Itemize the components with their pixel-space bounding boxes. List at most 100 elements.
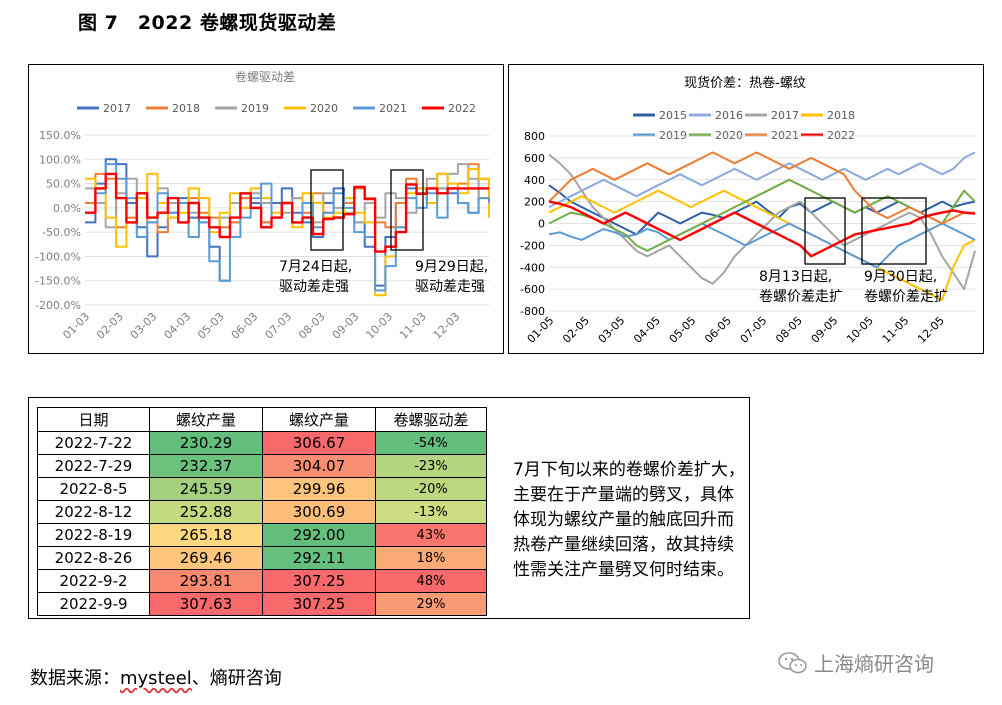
y-tick-label: 150.0% [39, 129, 81, 142]
x-tick-label: 07-03 [262, 310, 294, 342]
right-chart-panel: 现货价差：热卷-螺纹 2015 2016 2017 2018 2019 2020 2021 20… [508, 64, 984, 354]
x-tick-label: 11-03 [397, 310, 429, 342]
cell-date: 2022-8-12 [37, 500, 150, 524]
y-tick-label: 50.0% [46, 178, 81, 191]
cell-date: 2022-7-22 [37, 431, 150, 455]
cell-v2: 300.69 [262, 500, 376, 524]
series-line-2020 [548, 178, 976, 252]
production-table: 日期 螺纹产量 螺纹产量 卷螺驱动差 2022-7-22 230.29 306.67… [37, 407, 487, 616]
y-tick-label: -400 [520, 261, 545, 274]
x-tick-label: 06-05 [702, 314, 734, 346]
series-line-2019 [85, 163, 490, 229]
annotation-sep29-l1: 9月29日起, [415, 259, 488, 275]
legend-label: 2017 [771, 109, 799, 122]
legend-label: 2018 [827, 109, 855, 122]
highlight-box-jul24 [310, 169, 344, 251]
annotation-aug13-l2: 卷螺价差走扩 [759, 289, 843, 305]
y-tick-label: 800 [524, 130, 545, 143]
annotation-sep29-l2: 驱动差走强 [415, 279, 485, 295]
cell-v1: 307.63 [149, 592, 263, 616]
legend-label: 2020 [715, 129, 743, 142]
series-line-2022 [548, 200, 976, 258]
cell-v1: 265.18 [149, 523, 263, 547]
table-panel: 日期 螺纹产量 螺纹产量 卷螺驱动差 2022-7-22 230.29 306.67… [28, 397, 750, 619]
table-row: 2022-8-5 245.59 299.96 -20% [37, 477, 487, 501]
legend-label: 2017 [103, 102, 131, 115]
wechat-icon [778, 651, 807, 673]
wechat-watermark: 上海熵研咨询 [778, 648, 934, 677]
x-tick-label: 12-05 [915, 314, 947, 346]
cell-v3: 29% [375, 592, 487, 616]
chart-title: 现货价差：热卷-螺纹 [684, 75, 806, 91]
x-tick-label: 06-03 [229, 310, 261, 342]
table-row: 2022-8-12 252.88 300.69 -13% [37, 500, 487, 524]
figure-title: 图 7 2022 卷螺现货驱动差 [78, 12, 337, 34]
x-tick-label: 09-03 [330, 310, 362, 342]
cell-v1: 245.59 [149, 477, 263, 501]
x-tick-label: 07-05 [738, 314, 770, 346]
legend-label: 2021 [379, 102, 407, 115]
cell-date: 2022-7-29 [37, 454, 150, 478]
x-tick-label: 09-05 [809, 314, 841, 346]
series-line-2018 [548, 189, 976, 302]
x-tick-label: 10-03 [363, 310, 395, 342]
source-prefix: 数据来源： [30, 668, 120, 689]
cell-v1: 293.81 [149, 569, 263, 593]
cell-v3: -23% [375, 454, 487, 478]
header-rebar-output: 螺纹产量 [149, 407, 263, 432]
header-date: 日期 [37, 407, 150, 432]
cell-v1: 230.29 [149, 431, 263, 455]
y-tick-label: 200 [524, 196, 545, 209]
x-tick-label: 01-05 [525, 314, 557, 346]
right-chart: 现货价差：热卷-螺纹 2015 2016 2017 2018 2019 2020 2021 20… [520, 75, 976, 346]
table-row: 2022-8-19 265.18 292.00 43% [37, 523, 487, 547]
chart-title: 卷螺驱动差 [235, 69, 295, 84]
series-line-2021 [548, 151, 975, 225]
cell-date: 2022-9-9 [37, 592, 150, 616]
table-row: 2022-9-9 307.63 307.25 29% [37, 592, 487, 616]
highlight-box-sep29 [390, 169, 424, 251]
legend-label: 2018 [172, 102, 200, 115]
header-rebar-output-2: 螺纹产量 [262, 407, 376, 432]
legend-label: 2022 [448, 102, 476, 115]
cell-v2: 306.67 [262, 431, 376, 455]
left-chart-panel: 卷螺驱动差 2017 2018 2019 2020 2021 2022 150.0% 100.0… [28, 64, 504, 354]
y-tick-label: -50.0% [42, 226, 81, 239]
x-tick-label: 01-03 [60, 310, 92, 342]
header-drive-spread: 卷螺驱动差 [375, 407, 487, 432]
cell-v1: 232.37 [149, 454, 263, 478]
y-tick-label: -100.0% [35, 250, 81, 263]
annotation-sep30-l2: 卷螺价差走扩 [864, 289, 948, 305]
cell-v2: 304.07 [262, 454, 376, 478]
legend-label: 2021 [771, 129, 799, 142]
series-line-2019 [548, 222, 976, 269]
data-source: 数据来源：mysteel、熵研咨询 [30, 664, 282, 690]
x-tick-label: 11-05 [880, 314, 912, 346]
cell-v1: 269.46 [149, 546, 263, 570]
legend-label: 2019 [241, 102, 269, 115]
y-tick-label: 400 [524, 174, 545, 187]
cell-v2: 307.25 [262, 569, 376, 593]
cell-date: 2022-8-26 [37, 546, 150, 570]
highlight-box-aug13 [804, 197, 846, 265]
y-tick-label: -600 [520, 283, 545, 296]
x-tick-label: 05-03 [195, 310, 227, 342]
cell-v2: 292.11 [262, 546, 376, 570]
x-tick-label: 04-03 [161, 310, 193, 342]
source-brand: mysteel [120, 668, 192, 689]
y-tick-label: 100.0% [39, 153, 81, 166]
annotation-aug13-l1: 8月13日起, [759, 269, 832, 285]
x-tick-label: 03-03 [128, 310, 160, 342]
cell-date: 2022-9-2 [37, 569, 150, 593]
x-tick-label: 12-03 [431, 310, 463, 342]
cell-v3: 48% [375, 569, 487, 593]
y-tick-label: -200.0% [35, 299, 81, 312]
y-tick-label: -150.0% [35, 275, 81, 288]
legend-label: 2020 [310, 102, 338, 115]
y-tick-label: 0.0% [53, 202, 81, 215]
y-tick-label: -200 [520, 239, 545, 252]
cell-v3: -13% [375, 500, 487, 524]
table-row: 2022-7-22 230.29 306.67 -54% [37, 431, 487, 455]
table-header-row: 日期 螺纹产量 螺纹产量 卷螺驱动差 [37, 407, 487, 432]
cell-v2: 292.00 [262, 523, 376, 547]
